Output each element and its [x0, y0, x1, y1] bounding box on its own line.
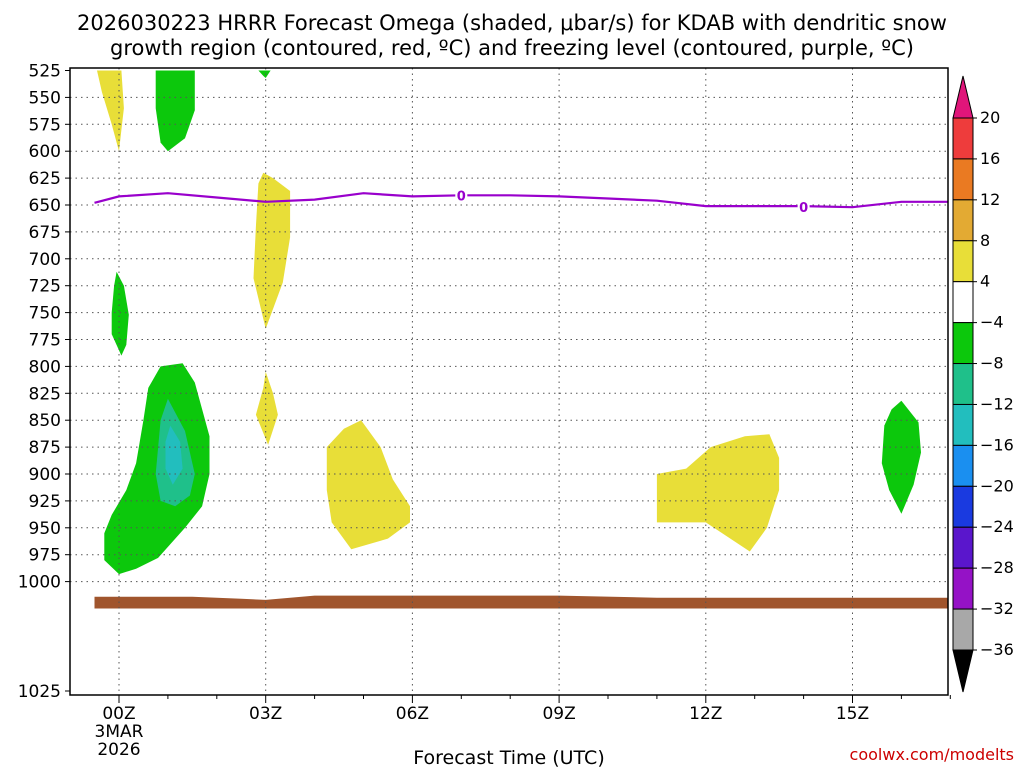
y-tick-label-750: 750 [29, 304, 61, 324]
shaded-region-neg-1z-core2 [165, 425, 183, 485]
y-tick-label-675: 675 [29, 223, 61, 243]
y-tick-label-700: 700 [29, 250, 61, 270]
colorbar-segment-2 [952, 158, 974, 201]
colorbar-label-1: 16 [980, 149, 1000, 168]
x-tick-label-12Z: 12Z [689, 704, 722, 724]
x-axis: 00Z 03Z 06Z 09Z 12Z 15Z [102, 695, 951, 724]
colorbar-label-6: −8 [980, 354, 1004, 373]
colorbar-segment-8 [952, 403, 974, 446]
colorbar-segment-6 [952, 322, 974, 365]
colorbar-segment-4 [952, 240, 974, 283]
date-label-day: 3MAR [95, 722, 144, 742]
y-tick-label-650: 650 [29, 196, 61, 216]
y-tick-label-1000: 1000 [18, 573, 61, 593]
y-tick-label-525: 525 [29, 62, 61, 82]
shaded-region-pos-3z-mid [253, 172, 291, 329]
y-tick-label-925: 925 [29, 492, 61, 512]
shaded-region-neg-0z-mid [111, 271, 129, 356]
colorbar-label-3: 8 [980, 231, 990, 250]
shaded-region-neg-1z-upper [155, 70, 195, 152]
x-tick-label-06Z: 06Z [396, 704, 429, 724]
colorbar-label-12: −32 [980, 599, 1014, 618]
x-axis-title: Forecast Time (UTC) [413, 747, 604, 768]
grid-lines [70, 68, 948, 695]
y-axis: 525 550 575 600 625 650 675 700 725 750 775 800 825 8… [18, 62, 70, 702]
y-tick-label-725: 725 [29, 277, 61, 297]
freezing-level-label-0: 0 [457, 189, 466, 204]
y-tick-label-600: 600 [29, 142, 61, 162]
chart-title-line-2: growth region (contoured, red, ºC) and f… [110, 36, 914, 60]
x-tick-label-09Z: 09Z [542, 704, 575, 724]
colorbar-segment-7 [952, 363, 974, 405]
y-tick-label-1025: 1025 [18, 682, 61, 702]
shaded-region-pos-5z [326, 420, 410, 550]
colorbar-segment-13 [952, 608, 974, 651]
colorbar-label-8: −16 [980, 435, 1014, 454]
contour-label-bg [797, 199, 810, 216]
shaded-region-neg-3z-top [258, 70, 271, 78]
colorbar-segment-11 [952, 526, 974, 569]
date-label-year: 2026 [97, 740, 140, 760]
plot-frame [69, 67, 949, 696]
y-tick-label-850: 850 [29, 411, 61, 431]
shaded-region-pos-0z-upper [97, 70, 124, 152]
x-tick-label-00Z: 00Z [102, 704, 135, 724]
freezing-level-contour-layer: 00 [94, 187, 948, 216]
shaded-region-pos-3z-low [255, 371, 278, 445]
omega-shading-layer [94, 70, 948, 609]
contour-label-bg [455, 187, 468, 204]
x-tick-label-03Z: 03Z [249, 704, 282, 724]
colorbar-segment-10 [952, 485, 974, 528]
y-tick-label-875: 875 [29, 438, 61, 458]
y-tick-label-975: 975 [29, 546, 61, 566]
colorbar-label-0: 20 [980, 108, 1000, 127]
y-tick-label-575: 575 [29, 115, 61, 135]
y-tick-label-825: 825 [29, 384, 61, 404]
y-tick-label-550: 550 [29, 88, 61, 108]
colorbar-label-13: −36 [980, 640, 1014, 659]
colorbar-label-4: 4 [980, 272, 990, 291]
colorbar-label-10: −24 [980, 517, 1014, 536]
shaded-region-neg-16z [881, 400, 921, 514]
y-tick-label-775: 775 [29, 331, 61, 351]
colorbar-label-7: −12 [980, 394, 1014, 413]
colorbar-segment-3 [952, 199, 974, 242]
colorbar-bottom-arrow [952, 649, 974, 693]
colorbar-segment-9 [952, 444, 974, 487]
shaded-region-pos-12z [656, 434, 780, 552]
y-tick-label-950: 950 [29, 519, 61, 539]
colorbar: 20 16 12 8 4 −4 −8 −12 −16 −20 −24 −28 −32 −36 [952, 75, 1014, 693]
colorbar-label-2: 12 [980, 190, 1000, 209]
colorbar-segment-1 [952, 117, 974, 160]
colorbar-label-5: −4 [980, 313, 1004, 332]
y-tick-label-900: 900 [29, 465, 61, 485]
colorbar-segment-5 [952, 281, 974, 324]
credit-text: coolwx.com/modelts [850, 745, 1014, 764]
x-tick-label-15Z: 15Z [836, 704, 869, 724]
shaded-region-terrain [94, 595, 948, 609]
colorbar-top-arrow [952, 75, 974, 119]
chart-title-line-1: 2026030223 HRRR Forecast Omega (shaded, … [77, 11, 947, 35]
y-tick-label-625: 625 [29, 169, 61, 189]
y-tick-label-800: 800 [29, 357, 61, 377]
colorbar-label-9: −20 [980, 476, 1014, 495]
colorbar-label-11: −28 [980, 558, 1014, 577]
freezing-level-label-1: 0 [799, 201, 808, 216]
colorbar-segment-12 [952, 567, 974, 610]
